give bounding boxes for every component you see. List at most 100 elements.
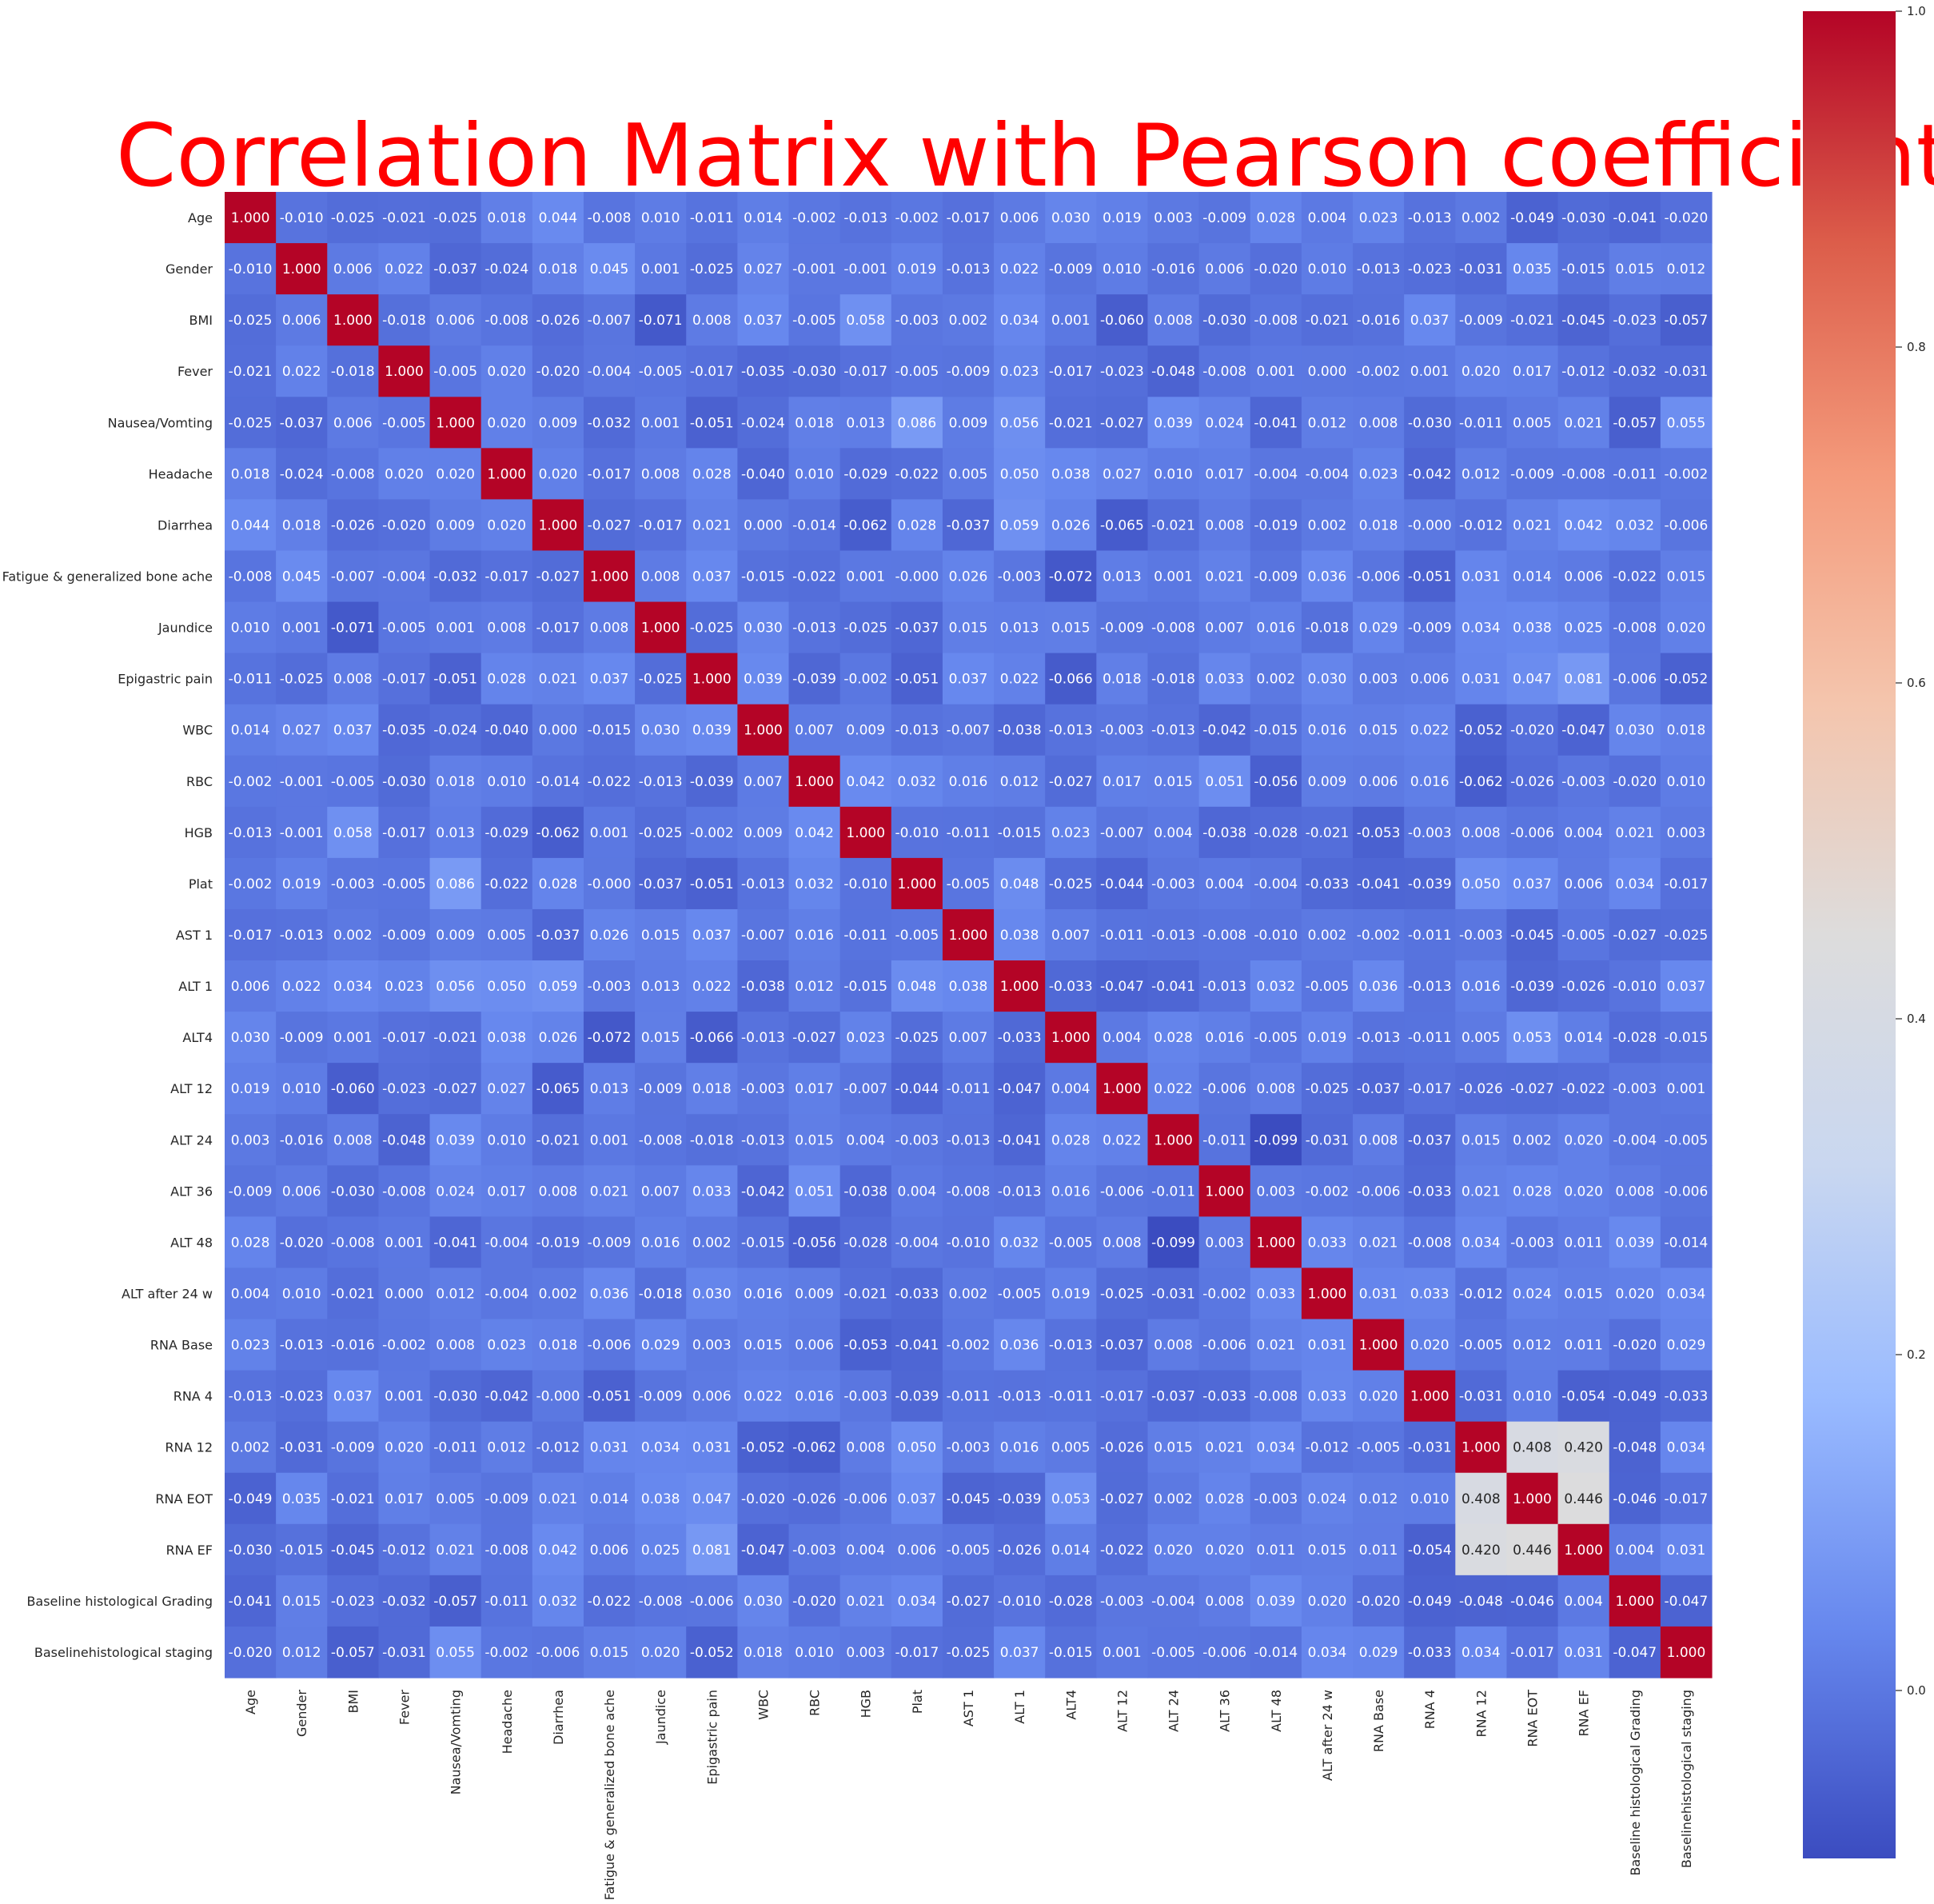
heatmap-cell: [839, 345, 892, 397]
cell-value-label: 0.009: [539, 415, 578, 431]
cell-value-label: 0.015: [1359, 723, 1398, 739]
cell-value-label: 0.021: [692, 517, 732, 533]
cell-value-label: 0.017: [385, 1491, 424, 1507]
cell-value-label: 0.006: [590, 1543, 629, 1559]
heatmap-cell: [532, 704, 584, 756]
cell-value-label: 1.000: [1256, 1235, 1295, 1251]
cell-value-label: 0.053: [1513, 1030, 1552, 1046]
heatmap-cell: [378, 1267, 431, 1320]
cell-value-label: -0.010: [998, 1594, 1042, 1610]
heatmap-cell: [378, 1575, 431, 1627]
heatmap-cell: [276, 601, 328, 654]
heatmap-cell: [891, 1216, 943, 1269]
cell-value-label: 0.030: [1308, 672, 1347, 688]
heatmap-cell: [1660, 192, 1713, 244]
x-label-jaundice: Jaundice: [653, 1690, 668, 1745]
heatmap-cell: [378, 755, 431, 808]
cell-value-label: -0.009: [639, 1081, 683, 1097]
heatmap-cell: [1250, 243, 1302, 295]
cell-value-label: -0.004: [484, 1235, 528, 1251]
heatmap-cell: [1096, 499, 1149, 552]
cell-value-label: -0.051: [690, 415, 734, 431]
heatmap-cell: [839, 1012, 892, 1064]
cell-value-label: -0.000: [1408, 517, 1452, 533]
cell-value-label: 0.037: [1410, 313, 1450, 329]
cell-value-label: -0.027: [588, 517, 632, 533]
cell-value-label: 0.006: [333, 261, 373, 277]
cell-value-label: -0.062: [792, 1440, 836, 1456]
heatmap-cell: [891, 550, 943, 603]
heatmap-cell: [686, 857, 738, 910]
cell-value-label: 0.037: [333, 1389, 373, 1405]
heatmap-cell: [429, 1472, 482, 1525]
cell-value-label: -0.003: [1100, 1594, 1144, 1610]
cell-value-label: 1.000: [539, 517, 578, 533]
cell-value-label: -0.008: [1202, 928, 1246, 944]
cell-value-label: 0.033: [1308, 1389, 1347, 1405]
heatmap-cell: [583, 1370, 636, 1423]
heatmap-cell: [225, 243, 277, 295]
cell-value-label: 0.059: [539, 979, 578, 995]
cell-value-label: -0.010: [1254, 928, 1298, 944]
cell-value-label: 0.004: [846, 1132, 885, 1148]
heatmap-cell: [429, 704, 482, 756]
heatmap-cell: [532, 1012, 584, 1064]
heatmap-cell: [1198, 1063, 1251, 1115]
heatmap-cell: [1198, 1575, 1251, 1627]
cell-value-label: 0.000: [744, 517, 783, 533]
heatmap-cell: [994, 1523, 1046, 1576]
heatmap-cell: [1096, 1114, 1149, 1166]
heatmap-cell: [225, 397, 277, 449]
heatmap-cell: [737, 1370, 790, 1423]
heatmap-cell: [1198, 704, 1251, 756]
y-label-baselinehistological-staging: Baselinehistological staging: [34, 1645, 213, 1660]
cell-value-label: 0.004: [1103, 1030, 1142, 1046]
heatmap-cell: [327, 345, 380, 397]
heatmap-cell: [788, 960, 841, 1012]
cell-value-label: -0.010: [895, 825, 939, 841]
cell-value-label: 0.016: [641, 1235, 680, 1251]
cell-value-label: 0.036: [1308, 569, 1347, 585]
heatmap-cell: [1404, 1472, 1456, 1525]
heatmap-cell: [1557, 960, 1610, 1012]
heatmap-cell: [1353, 294, 1405, 346]
cell-value-label: -0.007: [843, 1081, 887, 1097]
heatmap-cell: [1096, 345, 1149, 397]
heatmap-cell: [1609, 1370, 1661, 1423]
heatmap-cell: [1609, 653, 1661, 705]
cell-value-label: -0.022: [895, 466, 939, 482]
cell-value-label: -0.057: [1613, 415, 1657, 431]
heatmap-cell: [1045, 1370, 1097, 1423]
cell-value-label: -0.017: [639, 517, 683, 533]
cell-value-label: -0.031: [1459, 261, 1503, 277]
heatmap-cell: [1096, 1575, 1149, 1627]
cell-value-label: -0.021: [1049, 415, 1093, 431]
heatmap-cell: [942, 1370, 995, 1423]
heatmap-cell: [378, 499, 431, 552]
cell-value-label: -0.015: [1254, 723, 1298, 739]
heatmap-cell: [225, 1626, 277, 1678]
y-label-epigastric-pain: Epigastric pain: [118, 672, 213, 687]
cell-value-label: -0.025: [895, 1030, 939, 1046]
heatmap-cell: [994, 806, 1046, 859]
heatmap-cell: [942, 397, 995, 449]
heatmap-cell: [327, 1421, 380, 1474]
heatmap-cell: [532, 653, 584, 705]
x-label-rna-4: RNA 4: [1422, 1690, 1438, 1729]
heatmap-cell: [1353, 243, 1405, 295]
cell-value-label: -0.011: [484, 1594, 528, 1610]
cell-value-label: 0.002: [1256, 672, 1295, 688]
heatmap-cell: [378, 1523, 431, 1576]
heatmap-cell: [1609, 1063, 1661, 1115]
cell-value-label: 0.007: [1205, 621, 1244, 637]
heatmap-cell: [1353, 499, 1405, 552]
cell-value-label: 1.000: [1564, 1543, 1603, 1559]
cell-value-label: -0.025: [229, 313, 273, 329]
cell-value-label: -0.013: [843, 210, 887, 226]
heatmap-cell: [891, 704, 943, 756]
heatmap-cell: [276, 1523, 328, 1576]
heatmap-cell: [1045, 1575, 1097, 1627]
heatmap-cell: [737, 755, 790, 808]
heatmap-cell: [583, 1472, 636, 1525]
cell-value-label: 0.039: [692, 723, 732, 739]
